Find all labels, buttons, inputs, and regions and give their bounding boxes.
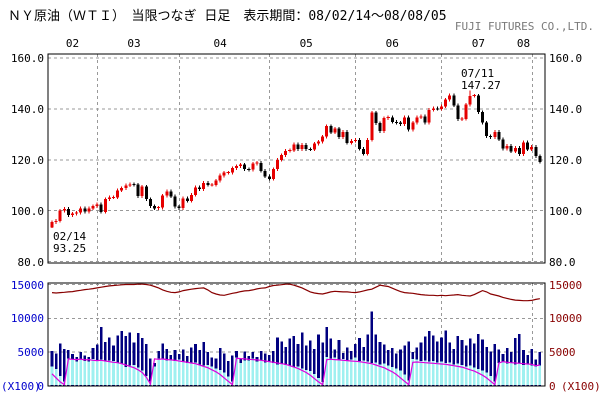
annotation-start-value: 93.25 — [53, 242, 87, 255]
front-oi-line — [51, 357, 541, 386]
month-label: 06 — [385, 37, 399, 50]
chart-title: ＮＹ原油（ＷＴＩ） 当限つなぎ 日足 表示期間：08/02/14～08/08/0… — [8, 9, 447, 24]
panel-borders — [47, 53, 546, 387]
price-axis-label-left: 120.0 — [10, 153, 44, 167]
month-label: 04 — [213, 37, 227, 50]
price-axis-label-left: 140.0 — [10, 102, 44, 116]
annotation-start-date: 02/14 — [53, 230, 87, 243]
annotation-peak-value: 147.27 — [461, 79, 501, 92]
volume-axis-label-right: 0 — [549, 380, 556, 393]
candlestick-series — [50, 90, 542, 228]
month-label: 03 — [127, 37, 141, 50]
price-axis-label-right: 140.0 — [549, 102, 583, 116]
price-axis-label-right: 160.0 — [549, 52, 583, 65]
volume-bars — [50, 311, 542, 386]
price-axis-label-right: 80.0 — [549, 255, 576, 269]
volume-axis-label-left: 0 — [37, 380, 44, 393]
annotation-peak-date: 07/11 — [461, 67, 495, 80]
price-axis-label-left: 80.0 — [17, 255, 45, 269]
company-name: FUJI FUTURES CO.,LTD. — [454, 20, 594, 33]
month-label: 05 — [299, 37, 313, 50]
month-label: 08 — [516, 37, 531, 50]
volume-axis-label-right: 10000 — [549, 312, 583, 326]
price-axis-label-right: 120.0 — [549, 153, 583, 167]
volume-unit-label-right: (X100) — [561, 380, 600, 393]
volume-axis-label-right: 15000 — [549, 278, 583, 292]
volume-axis-label-left: 15000 — [10, 278, 44, 292]
total-oi-line — [51, 283, 541, 302]
volume-axis-label-left: 5000 — [17, 346, 45, 360]
annotation-start: 02/14 93.25 — [53, 231, 86, 255]
annotation-peak: 07/11 147.27 — [461, 68, 501, 92]
price-axis-label-left: 100.0 — [10, 204, 44, 218]
month-label: 02 — [65, 37, 80, 50]
front-volume-bars — [50, 356, 542, 385]
volume-unit-label-left: (X100) — [1, 380, 41, 393]
volume-axis-label-left: 10000 — [10, 312, 44, 326]
price-axis-label-right: 100.0 — [549, 204, 583, 218]
month-label: 07 — [471, 37, 486, 50]
volume-axis-label-right: 5000 — [549, 346, 576, 360]
price-axis-label-left: 160.0 — [10, 52, 44, 65]
